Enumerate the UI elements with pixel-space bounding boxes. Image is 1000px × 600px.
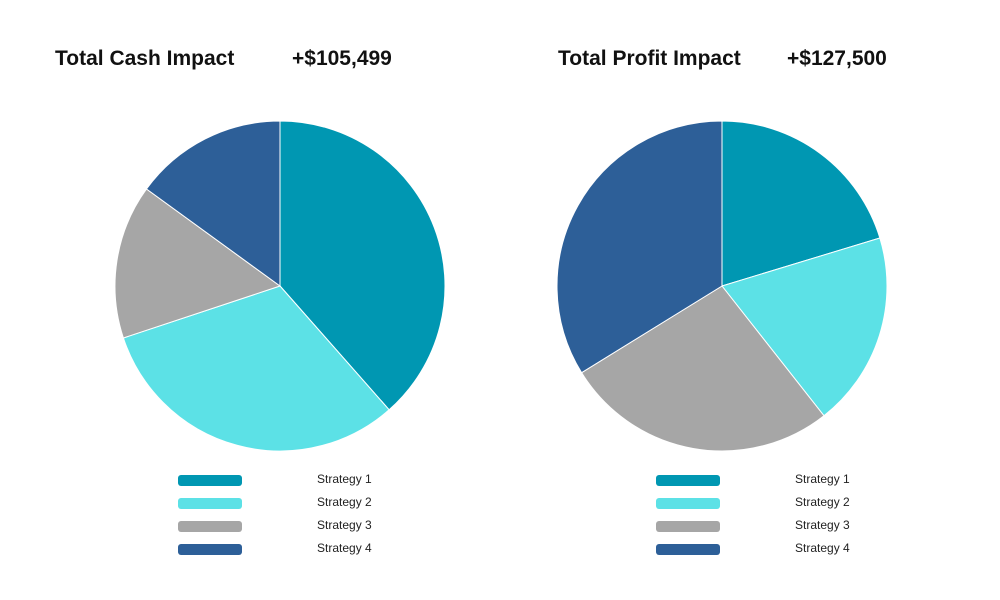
pie-slice-3 bbox=[114, 188, 282, 339]
legend-item: Strategy 2 bbox=[178, 495, 438, 518]
legend-item: Strategy 3 bbox=[656, 518, 916, 541]
pie-slice-1 bbox=[721, 120, 881, 287]
chart-title: Total Profit Impact bbox=[558, 47, 741, 70]
legend-swatch bbox=[656, 544, 720, 555]
legend-item: Strategy 3 bbox=[178, 518, 438, 541]
profit-impact-panel: Total Profit Impact +$127,500 Strategy 1… bbox=[500, 0, 1000, 600]
legend-swatch bbox=[178, 475, 242, 486]
pie-chart-cash bbox=[114, 120, 446, 452]
pie-slice-1 bbox=[279, 120, 446, 411]
legend-item: Strategy 4 bbox=[178, 541, 438, 564]
legend: Strategy 1 Strategy 2 Strategy 3 Strateg… bbox=[656, 472, 916, 564]
legend-swatch bbox=[656, 498, 720, 509]
pie-slice-2 bbox=[122, 285, 390, 452]
legend: Strategy 1 Strategy 2 Strategy 3 Strateg… bbox=[178, 472, 438, 564]
legend-label: Strategy 1 bbox=[317, 472, 372, 486]
legend-item: Strategy 1 bbox=[178, 472, 438, 495]
legend-item: Strategy 2 bbox=[656, 495, 916, 518]
legend-swatch bbox=[656, 475, 720, 486]
chart-title: Total Cash Impact bbox=[55, 47, 235, 70]
legend-item: Strategy 4 bbox=[656, 541, 916, 564]
legend-label: Strategy 2 bbox=[795, 495, 850, 509]
legend-label: Strategy 2 bbox=[317, 495, 372, 509]
pie-slice-3 bbox=[580, 285, 825, 452]
legend-label: Strategy 4 bbox=[795, 541, 850, 555]
pie-slice-4 bbox=[145, 120, 281, 287]
legend-swatch bbox=[178, 498, 242, 509]
legend-label: Strategy 1 bbox=[795, 472, 850, 486]
legend-swatch bbox=[656, 521, 720, 532]
legend-label: Strategy 4 bbox=[317, 541, 372, 555]
pie-slice-2 bbox=[721, 237, 888, 417]
pie-slice-4 bbox=[556, 120, 723, 374]
total-value: +$127,500 bbox=[787, 47, 887, 70]
pie-chart-profit bbox=[556, 120, 888, 452]
total-value: +$105,499 bbox=[292, 47, 392, 70]
legend-label: Strategy 3 bbox=[795, 518, 850, 532]
legend-label: Strategy 3 bbox=[317, 518, 372, 532]
legend-swatch bbox=[178, 521, 242, 532]
cash-impact-panel: Total Cash Impact +$105,499 Strategy 1 S… bbox=[55, 47, 446, 564]
legend-item: Strategy 1 bbox=[656, 472, 916, 495]
legend-swatch bbox=[178, 544, 242, 555]
